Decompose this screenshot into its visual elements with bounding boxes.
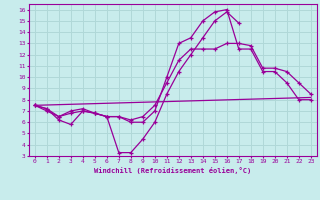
X-axis label: Windchill (Refroidissement éolien,°C): Windchill (Refroidissement éolien,°C) [94,167,252,174]
